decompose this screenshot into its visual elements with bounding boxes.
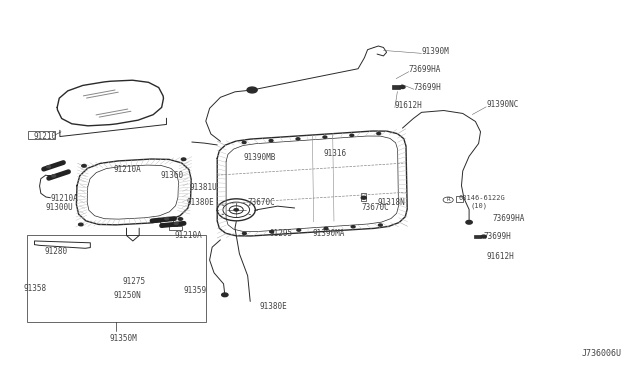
- Circle shape: [400, 86, 405, 89]
- Text: 91390MA: 91390MA: [312, 229, 345, 238]
- Bar: [474, 235, 481, 238]
- Text: 91390M: 91390M: [422, 46, 449, 56]
- Text: 91210A: 91210A: [114, 165, 141, 174]
- Text: 91359: 91359: [184, 286, 207, 295]
- Ellipse shape: [234, 208, 239, 211]
- Circle shape: [181, 158, 186, 161]
- Circle shape: [82, 164, 86, 167]
- Text: 08146-6122G: 08146-6122G: [458, 195, 505, 201]
- Text: 91360: 91360: [160, 170, 183, 180]
- Bar: [361, 193, 366, 201]
- Text: 91316: 91316: [323, 148, 346, 157]
- Text: 91612H: 91612H: [395, 101, 422, 110]
- Circle shape: [361, 196, 366, 199]
- Text: 73699HA: 73699HA: [493, 215, 525, 224]
- Text: 91612H: 91612H: [486, 252, 514, 261]
- Text: 91210A: 91210A: [51, 194, 78, 203]
- Bar: [28, 131, 55, 139]
- Circle shape: [242, 141, 246, 144]
- Text: 91390NC: 91390NC: [486, 100, 518, 109]
- Text: 73699H: 73699H: [484, 232, 511, 241]
- Circle shape: [350, 134, 354, 137]
- Circle shape: [164, 218, 168, 220]
- Circle shape: [466, 221, 472, 224]
- Text: 91210A: 91210A: [174, 231, 202, 240]
- Text: 91275: 91275: [122, 277, 145, 286]
- Circle shape: [221, 293, 228, 296]
- Text: 91280: 91280: [44, 247, 67, 256]
- Text: 91300U: 91300U: [45, 203, 73, 212]
- Text: 91318N: 91318N: [377, 198, 405, 207]
- Text: J736006U: J736006U: [581, 349, 621, 358]
- Circle shape: [351, 226, 355, 228]
- Circle shape: [174, 222, 178, 224]
- Circle shape: [269, 140, 273, 142]
- Bar: [164, 223, 177, 226]
- Text: 91358: 91358: [23, 284, 46, 293]
- Text: 73670C: 73670C: [247, 198, 275, 207]
- Text: 91390MB: 91390MB: [244, 153, 276, 162]
- Circle shape: [52, 175, 56, 177]
- Circle shape: [378, 224, 382, 226]
- Circle shape: [178, 218, 182, 220]
- Circle shape: [269, 231, 273, 233]
- Circle shape: [79, 223, 83, 226]
- Text: 73670C: 73670C: [361, 203, 389, 212]
- Circle shape: [481, 235, 486, 238]
- Circle shape: [297, 229, 301, 231]
- Text: 91381U: 91381U: [190, 183, 218, 192]
- Text: 73699H: 73699H: [414, 83, 442, 92]
- Text: 91210: 91210: [33, 132, 56, 141]
- Text: 91380E: 91380E: [187, 198, 214, 207]
- Text: 91250N: 91250N: [114, 291, 141, 301]
- Circle shape: [296, 138, 300, 140]
- Text: (10): (10): [471, 203, 488, 209]
- Text: 91295: 91295: [269, 229, 292, 238]
- Text: 91350M: 91350M: [109, 334, 137, 343]
- Circle shape: [324, 227, 328, 230]
- Bar: [27, 235, 206, 322]
- Bar: [456, 196, 463, 202]
- Bar: [169, 226, 182, 230]
- Bar: [392, 85, 400, 89]
- Bar: [160, 219, 173, 223]
- Text: 91380E: 91380E: [260, 302, 287, 311]
- Text: R: R: [446, 198, 450, 202]
- Circle shape: [243, 232, 246, 234]
- Circle shape: [377, 132, 381, 135]
- Text: 73699HA: 73699HA: [409, 65, 441, 74]
- Circle shape: [323, 136, 327, 138]
- Circle shape: [247, 87, 257, 93]
- Circle shape: [47, 166, 51, 168]
